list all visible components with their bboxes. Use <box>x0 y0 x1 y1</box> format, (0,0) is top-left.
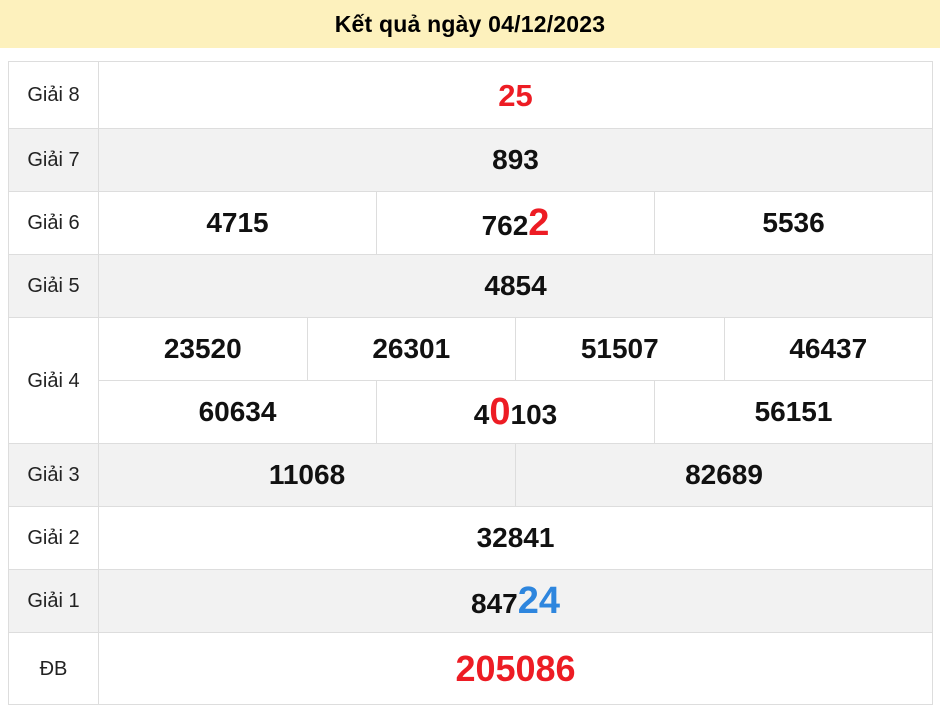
table-row-g1: Giải 1 84724 <box>8 569 934 633</box>
prize-label-g5: Giải 5 <box>8 254 99 318</box>
prize-label-db: ĐB <box>8 632 99 705</box>
prize-value-g1: 84724 <box>97 569 934 633</box>
g4-number-6-highlight: 0 <box>489 391 511 433</box>
table-row-g4b: 60634 40103 56151 <box>9 380 934 444</box>
page-title: Kết quả ngày 04/12/2023 <box>334 10 606 37</box>
g6-number-2-main: 762 <box>481 210 529 241</box>
prize-label-g2: Giải 2 <box>8 506 99 570</box>
db-number: 205086 <box>455 647 576 689</box>
table-row-g8: Giải 8 25 <box>8 61 934 129</box>
prize-label-g8: Giải 8 <box>8 61 99 129</box>
g4-number-6: 40103 <box>376 380 655 444</box>
g4-number-7: 56151 <box>653 380 934 444</box>
prize-label-g3: Giải 3 <box>8 443 99 507</box>
table-row-db: ĐB 205086 <box>8 632 934 705</box>
table-row-g7: Giải 7 893 <box>8 128 934 192</box>
results-table: Giải 8 25 Giải 7 893 Giải 6 4715 7622 55… <box>8 61 934 705</box>
g4-number-5: 60634 <box>98 380 377 444</box>
prize-label-g1: Giải 1 <box>8 569 99 633</box>
prize-label-g6: Giải 6 <box>8 191 99 255</box>
g1-number-highlight: 24 <box>517 580 561 622</box>
g6-number-1: 4715 <box>98 191 377 255</box>
g3-number-2: 82689 <box>514 443 934 507</box>
prize-value-db: 205086 <box>97 632 934 705</box>
g6-number-3: 5536 <box>653 191 934 255</box>
table-row-g2: Giải 2 32841 <box>8 506 934 570</box>
g4-number-6-post: 103 <box>510 399 558 430</box>
g6-number-2-highlight: 2 <box>528 202 550 244</box>
table-row-g4a: Giải 4 23520 26301 51507 46437 <box>8 317 934 444</box>
g4-number-6-pre: 4 <box>473 399 490 430</box>
prize-label-g4: Giải 4 <box>8 317 99 444</box>
prize-label-g7: Giải 7 <box>8 128 99 192</box>
g8-number: 25 <box>498 77 533 113</box>
table-row-g3: Giải 3 11068 82689 <box>8 443 934 507</box>
table-row-g6: Giải 6 4715 7622 5536 <box>8 191 934 255</box>
table-row-g5: Giải 5 4854 <box>8 254 934 318</box>
g6-number-2: 7622 <box>376 191 655 255</box>
prize-value-g2: 32841 <box>97 506 934 570</box>
prize-value-g5: 4854 <box>97 254 934 318</box>
results-header: Kết quả ngày 04/12/2023 <box>0 0 940 48</box>
prize-value-g8: 25 <box>97 61 934 129</box>
g4-number-1: 23520 <box>98 317 308 381</box>
g4-number-2: 26301 <box>306 317 516 381</box>
prize-value-g7: 893 <box>97 128 934 192</box>
g3-number-1: 11068 <box>98 443 516 507</box>
g1-number-main: 847 <box>471 588 518 619</box>
g4-number-3: 51507 <box>515 317 725 381</box>
g4-number-4: 46437 <box>723 317 934 381</box>
